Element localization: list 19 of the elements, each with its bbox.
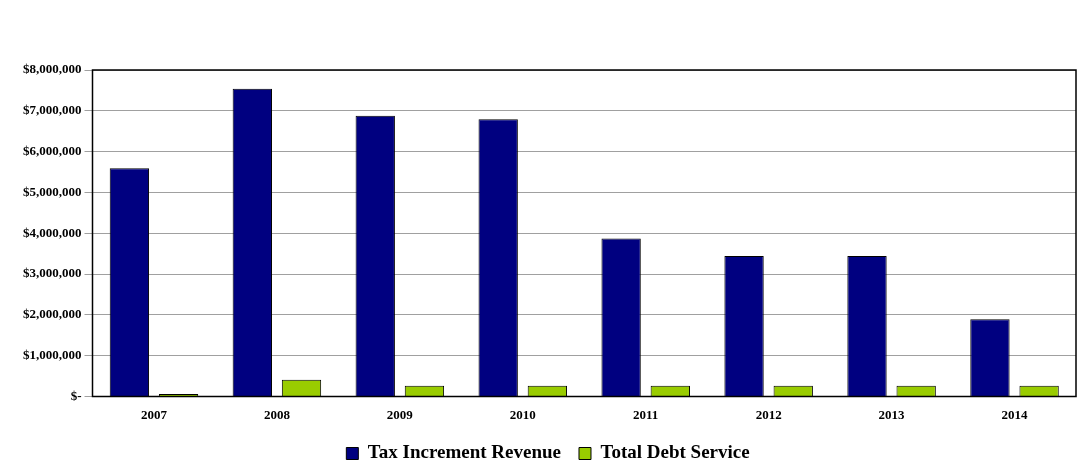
y-tick-label: $-	[70, 387, 82, 403]
x-tick-label: 2008	[263, 406, 291, 422]
y-tick-label: $1,000,000	[23, 346, 82, 362]
x-tick-label: 2007	[140, 406, 168, 422]
y-tick-label: $2,000,000	[23, 306, 82, 322]
legend-label: Total Debt Service	[600, 441, 750, 463]
y-tick-label: $8,000,000	[23, 61, 82, 77]
y-tick-label: $7,000,000	[23, 102, 82, 118]
y-tick-label: $4,000,000	[23, 224, 82, 240]
x-tick-label: 2012	[755, 406, 782, 422]
x-tick-label: 2013	[878, 406, 906, 422]
legend-label: Tax Increment Revenue	[367, 441, 561, 463]
y-tick-label: $5,000,000	[23, 183, 82, 199]
x-tick-label: 2014	[1001, 406, 1029, 422]
y-tick-label: $3,000,000	[23, 265, 82, 281]
y-tick-label: $6,000,000	[23, 142, 82, 158]
x-tick-label: 2010	[509, 406, 536, 422]
x-tick-label: 2011	[633, 406, 659, 422]
x-tick-label: 2009	[386, 406, 414, 422]
